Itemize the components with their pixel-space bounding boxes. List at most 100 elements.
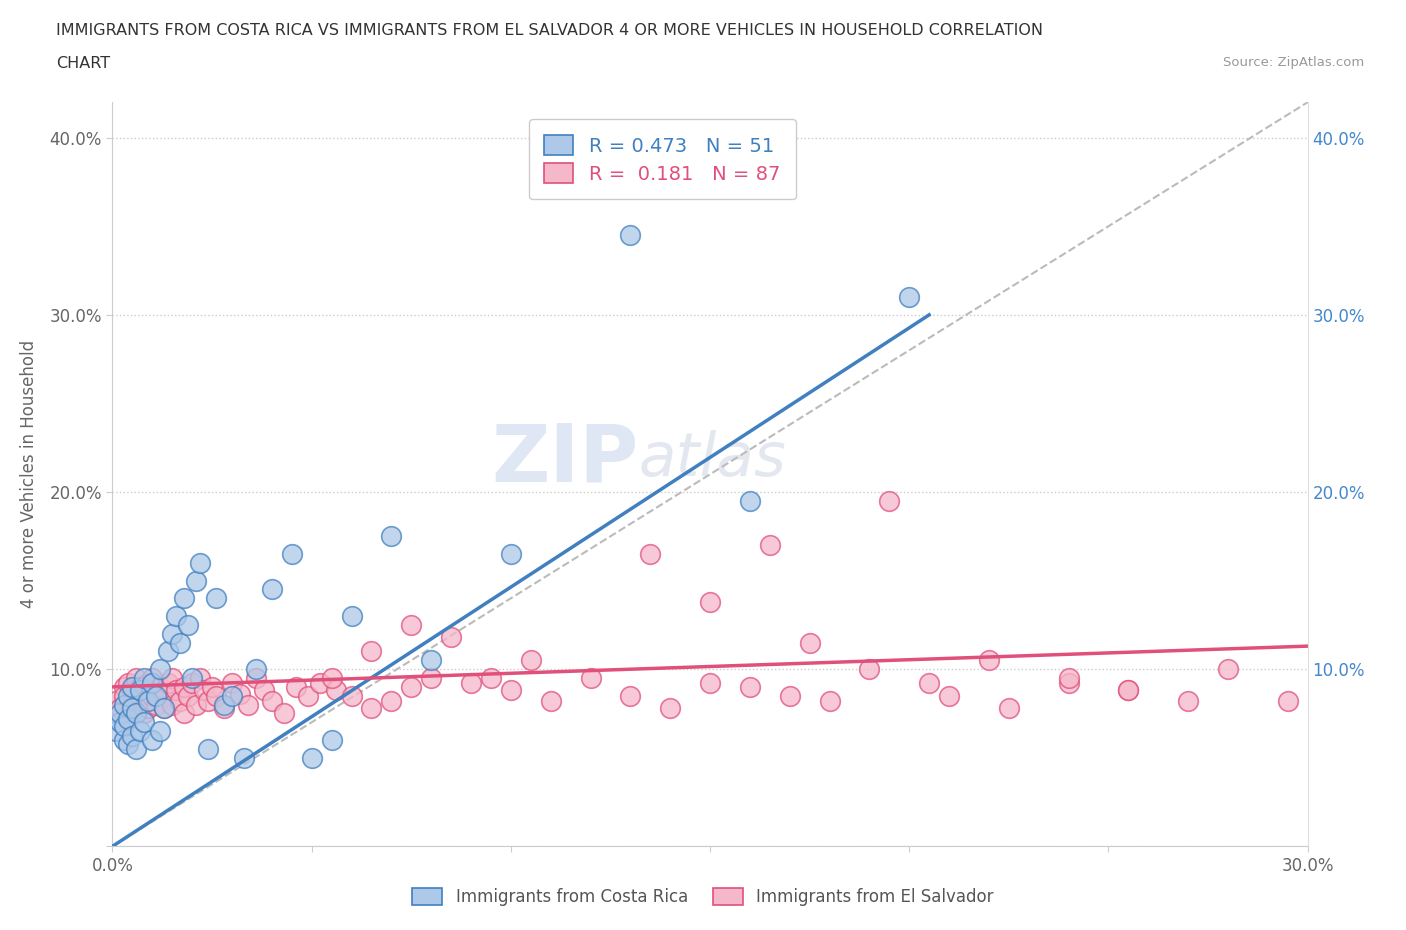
Point: [173, 706, 195, 721]
Point: [149, 662, 172, 677]
Point: [117, 706, 139, 721]
Point: [308, 676, 330, 691]
Point: [134, 671, 156, 685]
Point: [129, 683, 152, 698]
Point: [153, 700, 176, 715]
Point: [141, 671, 163, 685]
Point: [177, 688, 200, 703]
Point: [125, 706, 148, 721]
Point: [162, 626, 183, 641]
Point: [188, 671, 211, 685]
Point: [129, 680, 152, 695]
Point: [699, 676, 721, 691]
Point: [273, 706, 295, 721]
Point: [212, 700, 235, 715]
Point: [297, 688, 319, 703]
Point: [193, 683, 215, 698]
Point: [145, 688, 167, 703]
Point: [738, 494, 761, 509]
Point: [114, 680, 135, 695]
Point: [260, 694, 283, 709]
Point: [520, 653, 543, 668]
Point: [401, 680, 423, 695]
Point: [245, 662, 267, 677]
Point: [110, 706, 132, 721]
Point: [121, 700, 143, 715]
Point: [121, 698, 143, 712]
Text: atlas: atlas: [638, 430, 786, 489]
Point: [125, 671, 148, 685]
Point: [162, 698, 183, 712]
Point: [420, 671, 443, 685]
Point: [157, 676, 180, 691]
Point: [1118, 683, 1140, 698]
Point: [360, 700, 382, 715]
Text: CHART: CHART: [56, 56, 110, 71]
Point: [141, 688, 163, 703]
Point: [1216, 662, 1239, 677]
Point: [129, 724, 152, 738]
Point: [114, 733, 135, 748]
Point: [141, 676, 163, 691]
Point: [380, 694, 402, 709]
Point: [173, 680, 195, 695]
Point: [186, 573, 208, 588]
Point: [799, 635, 821, 650]
Point: [325, 683, 347, 698]
Point: [125, 741, 148, 756]
Point: [105, 694, 128, 709]
Point: [619, 688, 641, 703]
Point: [281, 547, 304, 562]
Point: [105, 724, 128, 738]
Point: [145, 698, 167, 712]
Point: [157, 644, 180, 658]
Point: [205, 688, 228, 703]
Legend: Immigrants from Costa Rica, Immigrants from El Salvador: Immigrants from Costa Rica, Immigrants f…: [405, 881, 1001, 912]
Point: [186, 698, 208, 712]
Point: [188, 555, 211, 570]
Point: [380, 529, 402, 544]
Point: [1177, 694, 1199, 709]
Point: [121, 680, 143, 695]
Point: [205, 591, 228, 605]
Point: [212, 698, 235, 712]
Point: [818, 694, 841, 709]
Point: [1118, 683, 1140, 698]
Point: [221, 676, 243, 691]
Point: [479, 671, 502, 685]
Point: [165, 683, 187, 698]
Point: [197, 741, 219, 756]
Point: [938, 688, 960, 703]
Point: [998, 700, 1021, 715]
Point: [153, 700, 176, 715]
Point: [114, 688, 135, 703]
Point: [153, 688, 176, 703]
Point: [134, 715, 156, 730]
Point: [1057, 671, 1080, 685]
Point: [117, 676, 139, 691]
Point: [253, 683, 276, 698]
Point: [177, 618, 200, 632]
Text: ZIP: ZIP: [491, 420, 638, 498]
Point: [579, 671, 602, 685]
Point: [499, 683, 522, 698]
Point: [321, 671, 343, 685]
Point: [201, 680, 224, 695]
Point: [117, 688, 139, 703]
Point: [640, 547, 662, 562]
Point: [149, 724, 172, 738]
Point: [858, 662, 880, 677]
Point: [221, 688, 243, 703]
Point: [181, 671, 204, 685]
Point: [401, 618, 423, 632]
Point: [134, 706, 156, 721]
Point: [233, 751, 256, 765]
Point: [321, 733, 343, 748]
Point: [138, 676, 160, 691]
Point: [499, 547, 522, 562]
Legend: R = 0.473   N = 51, R =  0.181   N = 87: R = 0.473 N = 51, R = 0.181 N = 87: [529, 119, 796, 199]
Point: [149, 680, 172, 695]
Point: [121, 729, 143, 744]
Point: [114, 698, 135, 712]
Text: IMMIGRANTS FROM COSTA RICA VS IMMIGRANTS FROM EL SALVADOR 4 OR MORE VEHICLES IN : IMMIGRANTS FROM COSTA RICA VS IMMIGRANTS…: [56, 23, 1043, 38]
